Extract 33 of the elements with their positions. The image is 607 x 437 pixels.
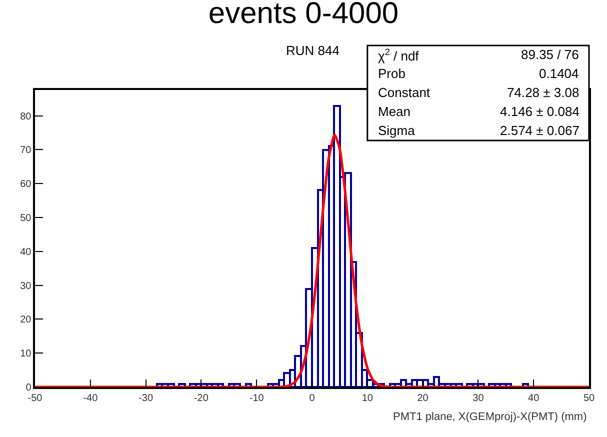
text: 0.1404 — [539, 66, 579, 81]
y-tick-label: 70 — [20, 145, 32, 156]
y-tick-label: 80 — [20, 111, 32, 122]
chart-title: events 0-4000 — [208, 0, 399, 30]
x-tick-label: -50 — [28, 392, 43, 404]
x-tick-label: 50 — [583, 392, 595, 404]
text: Prob — [378, 66, 406, 81]
annotation: 2.574 ± 0.067 — [500, 123, 580, 138]
x-tick-label: 30 — [472, 392, 484, 404]
y-tick-label: 0 — [26, 382, 32, 394]
chart-subtitle: RUN 844 — [286, 43, 340, 58]
x-tick-label: 40 — [528, 392, 540, 404]
x-tick-label: -10 — [249, 392, 264, 404]
y-tick-label: 10 — [20, 348, 32, 360]
annotation: Mean — [378, 104, 411, 119]
x-tick-label: 20 — [417, 392, 429, 404]
x-tick-label: -20 — [194, 392, 209, 404]
y-tick-label: 40 — [20, 246, 32, 258]
annotation: Constant — [378, 85, 430, 100]
x-tick-label: 10 — [362, 392, 374, 404]
text: χ$^{2}$ / ndf — [378, 47, 420, 64]
annotation: 4.146 ± 0.084 — [500, 104, 580, 119]
annotation: Sigma — [378, 123, 416, 138]
annotation: 74.28 ± 3.08 — [507, 85, 580, 100]
y-tick-label: 30 — [20, 280, 32, 292]
x-tick-label: 0 — [309, 392, 316, 404]
x-tick-label: -40 — [83, 392, 98, 404]
y-tick-label: 20 — [20, 314, 32, 326]
y-tick-label: 50 — [20, 212, 32, 224]
x-tick-label: -30 — [138, 392, 154, 404]
y-tick-label: 60 — [20, 179, 32, 190]
x-axis-title: PMT1 plane, X(GEMproj)-X(PMT) (mm) — [393, 411, 587, 423]
text: 89.35 / 76 — [521, 47, 579, 62]
